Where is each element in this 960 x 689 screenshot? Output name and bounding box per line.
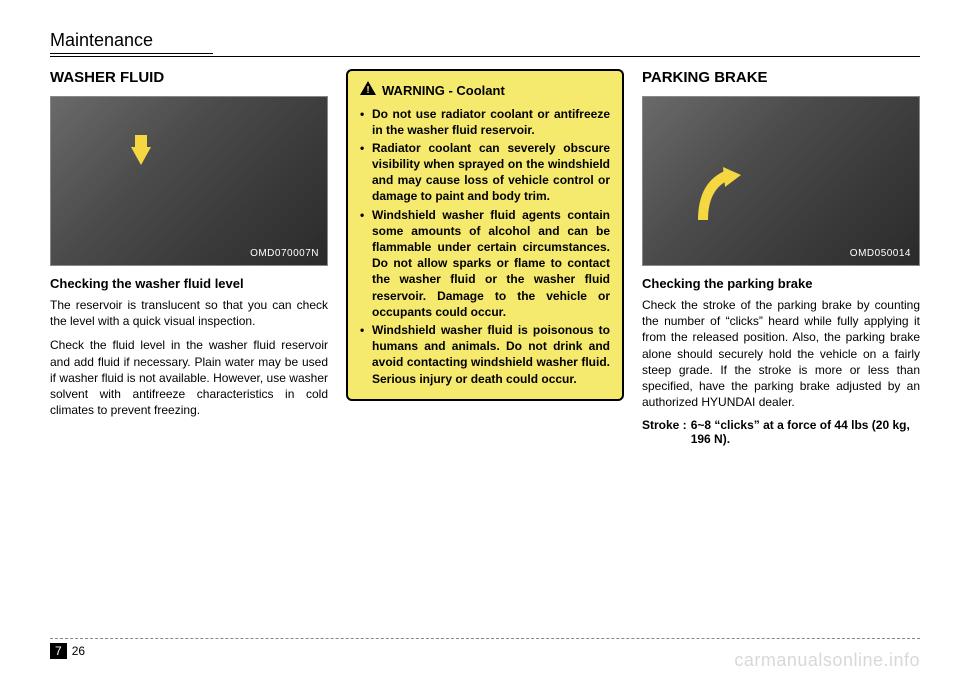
- section-title-washer: WASHER FLUID: [50, 69, 328, 86]
- warning-title: ! WARNING - Coolant: [360, 81, 610, 100]
- section-title-parking: PARKING BRAKE: [642, 69, 920, 86]
- footer-rule: [50, 638, 920, 639]
- warning-label: WARNING -: [382, 83, 453, 98]
- subheading-washer: Checking the washer fluid level: [50, 276, 328, 291]
- content-columns: WASHER FLUID OMD070007N Checking the was…: [50, 69, 920, 446]
- watermark: carmanualsonline.info: [734, 650, 920, 671]
- figure-label-parking: OMD050014: [850, 248, 911, 259]
- figure-washer-reservoir: OMD070007N: [50, 96, 328, 266]
- warning-box-coolant: ! WARNING - Coolant Do not use radiator …: [346, 69, 624, 401]
- svg-text:!: !: [366, 85, 369, 95]
- column-warning: ! WARNING - Coolant Do not use radiator …: [346, 69, 624, 446]
- page-number: 26: [67, 643, 90, 659]
- chapter-number: 7: [50, 643, 67, 659]
- washer-paragraph-1: The reservoir is translucent so that you…: [50, 297, 328, 329]
- subheading-parking: Checking the parking brake: [642, 276, 920, 291]
- column-parking-brake: PARKING BRAKE OMD050014 Checking the par…: [642, 69, 920, 446]
- arrow-down-icon: [131, 147, 151, 165]
- figure-parking-brake: OMD050014: [642, 96, 920, 266]
- warning-triangle-icon: !: [360, 81, 376, 100]
- figure-label-washer: OMD070007N: [250, 248, 319, 259]
- stroke-value: 6~8 “clicks” at a force of 44 lbs (20 kg…: [687, 418, 920, 446]
- page-header: Maintenance: [50, 30, 920, 57]
- header-title: Maintenance: [50, 30, 213, 54]
- column-washer-fluid: WASHER FLUID OMD070007N Checking the was…: [50, 69, 328, 446]
- warning-bullet: Do not use radiator coolant or antifreez…: [360, 106, 610, 138]
- warning-bullet-list: Do not use radiator coolant or antifreez…: [360, 106, 610, 387]
- stroke-spec: Stroke : 6~8 “clicks” at a force of 44 l…: [642, 418, 920, 446]
- parking-paragraph-1: Check the stroke of the parking brake by…: [642, 297, 920, 410]
- warning-topic: Coolant: [456, 83, 504, 98]
- stroke-label: Stroke :: [642, 418, 687, 446]
- header-rule: [50, 56, 920, 57]
- arrow-curve-icon: [693, 165, 743, 225]
- warning-bullet: Radiator coolant can severely obscure vi…: [360, 140, 610, 205]
- warning-bullet: Windshield washer fluid is poisonous to …: [360, 322, 610, 387]
- washer-paragraph-2: Check the fluid level in the washer flui…: [50, 337, 328, 418]
- warning-bullet: Windshield washer fluid agents contain s…: [360, 207, 610, 320]
